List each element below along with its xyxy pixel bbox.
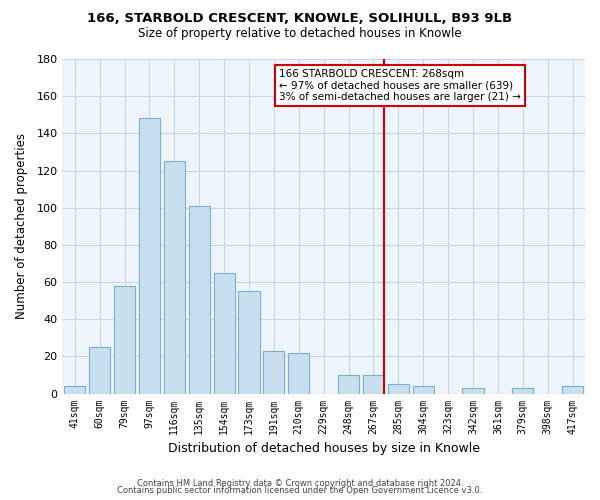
- Text: 166 STARBOLD CRESCENT: 268sqm
← 97% of detached houses are smaller (639)
3% of s: 166 STARBOLD CRESCENT: 268sqm ← 97% of d…: [279, 69, 521, 102]
- Bar: [188, 206, 210, 394]
- Bar: [512, 388, 533, 394]
- Bar: [338, 375, 359, 394]
- Text: Contains HM Land Registry data © Crown copyright and database right 2024.: Contains HM Land Registry data © Crown c…: [137, 478, 463, 488]
- Bar: [89, 347, 110, 394]
- Bar: [463, 388, 484, 394]
- Bar: [363, 375, 384, 394]
- Bar: [288, 352, 310, 394]
- Text: Size of property relative to detached houses in Knowle: Size of property relative to detached ho…: [138, 28, 462, 40]
- Bar: [562, 386, 583, 394]
- Bar: [263, 351, 284, 394]
- Bar: [413, 386, 434, 394]
- X-axis label: Distribution of detached houses by size in Knowle: Distribution of detached houses by size …: [167, 442, 479, 455]
- Bar: [214, 272, 235, 394]
- Text: Contains public sector information licensed under the Open Government Licence v3: Contains public sector information licen…: [118, 486, 482, 495]
- Bar: [139, 118, 160, 394]
- Bar: [64, 386, 85, 394]
- Text: 166, STARBOLD CRESCENT, KNOWLE, SOLIHULL, B93 9LB: 166, STARBOLD CRESCENT, KNOWLE, SOLIHULL…: [88, 12, 512, 26]
- Y-axis label: Number of detached properties: Number of detached properties: [15, 134, 28, 320]
- Bar: [114, 286, 135, 394]
- Bar: [238, 292, 260, 394]
- Bar: [164, 161, 185, 394]
- Bar: [388, 384, 409, 394]
